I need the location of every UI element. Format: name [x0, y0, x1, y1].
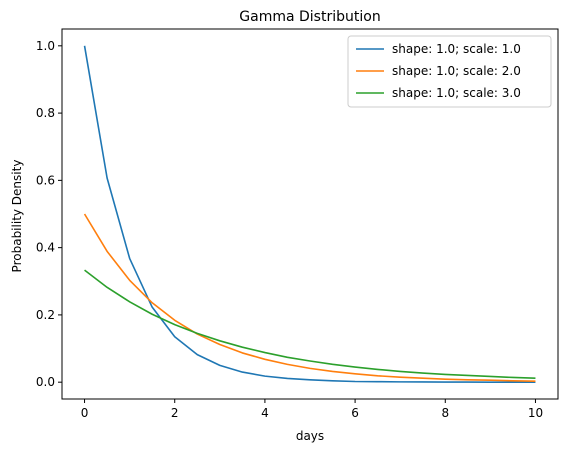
y-tick-label: 0.0 — [36, 375, 55, 389]
x-tick-label: 4 — [261, 406, 269, 420]
x-tick-label: 6 — [351, 406, 359, 420]
y-tick-label: 0.4 — [36, 241, 55, 255]
x-tick-label: 10 — [528, 406, 543, 420]
y-axis-label: Probability Density — [10, 160, 24, 273]
legend: shape: 1.0; scale: 1.0 shape: 1.0; scale:… — [348, 36, 551, 107]
x-axis-label: days — [296, 429, 324, 443]
chart-title: Gamma Distribution — [239, 9, 380, 25]
x-tick-label: 0 — [81, 406, 89, 420]
y-tick-label: 0.8 — [36, 106, 55, 120]
y-tick-label: 0.6 — [36, 173, 55, 187]
x-tick-label: 2 — [171, 406, 179, 420]
legend-label-2: shape: 1.0; scale: 2.0 — [392, 64, 521, 78]
y-tick-label: 0.2 — [36, 308, 55, 322]
legend-label-1: shape: 1.0; scale: 1.0 — [392, 42, 521, 56]
y-tick-label: 1.0 — [36, 39, 55, 53]
x-tick-label: 8 — [441, 406, 449, 420]
legend-label-3: shape: 1.0; scale: 3.0 — [392, 86, 521, 100]
